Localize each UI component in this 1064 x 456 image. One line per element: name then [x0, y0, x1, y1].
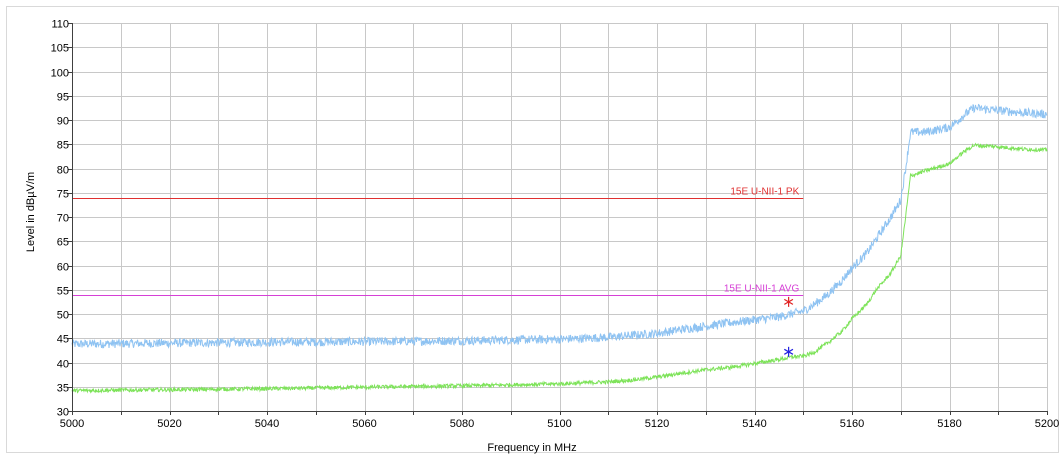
x-tick-label: 5060 [352, 418, 376, 430]
y-tick-label: 95 [57, 92, 69, 104]
y-tick-label: 55 [57, 286, 69, 298]
x-tick-label: 5100 [547, 418, 571, 430]
marker-stroke [783, 298, 794, 305]
y-tick-label: 85 [57, 140, 69, 152]
series-layer [71, 103, 1048, 394]
y-tick-label: 80 [57, 165, 69, 177]
limit-line-label: 15E U-NII-1 AVG [724, 284, 800, 295]
series-trace [71, 142, 1048, 394]
marker-layer [783, 296, 794, 357]
axis-layer: 30 35 40 45 50 55 60 65 70 75 80 85 90 95 100 105 110 500… [51, 19, 1060, 431]
y-tick-label: 105 [51, 43, 69, 55]
limit-line-layer: 15E U-NII-1 PK 15E U-NII-1 AVG [72, 187, 804, 296]
x-tick-label: 5020 [157, 418, 181, 430]
x-tick-label: 5000 [60, 418, 84, 430]
y-axis-title: Level in dBµV/m [25, 172, 37, 252]
y-tick-label: 40 [57, 359, 69, 371]
measurement-marker [783, 296, 794, 307]
y-tick-label: 50 [57, 310, 69, 322]
y-tick-label: 65 [57, 237, 69, 249]
marker-stroke [783, 348, 794, 355]
y-tick-label: 90 [57, 116, 69, 128]
x-tick-label: 5180 [937, 418, 961, 430]
chart-frame-border [6, 6, 1059, 453]
y-tick-label: 110 [51, 19, 69, 31]
series-trace [71, 103, 1048, 349]
measurement-marker [783, 346, 794, 357]
x-tick-label: 5200 [1035, 418, 1059, 430]
x-tick-label: 5080 [450, 418, 474, 430]
y-tick-label: 100 [51, 68, 69, 80]
grid-layer [72, 23, 1048, 412]
y-tick-label: 70 [57, 213, 69, 225]
y-tick-label: 75 [57, 189, 69, 201]
y-tick-label: 30 [57, 407, 69, 419]
x-axis-title: Frequency in MHz [487, 442, 576, 454]
y-tick-label: 60 [57, 262, 69, 274]
y-tick-label: 35 [57, 383, 69, 395]
x-tick-label: 5140 [742, 418, 766, 430]
x-tick-label: 5040 [255, 418, 279, 430]
x-tick-label: 5120 [645, 418, 669, 430]
y-tick-label: 45 [57, 334, 69, 346]
limit-line-label: 15E U-NII-1 PK [730, 187, 799, 198]
x-tick-label: 5160 [840, 418, 864, 430]
